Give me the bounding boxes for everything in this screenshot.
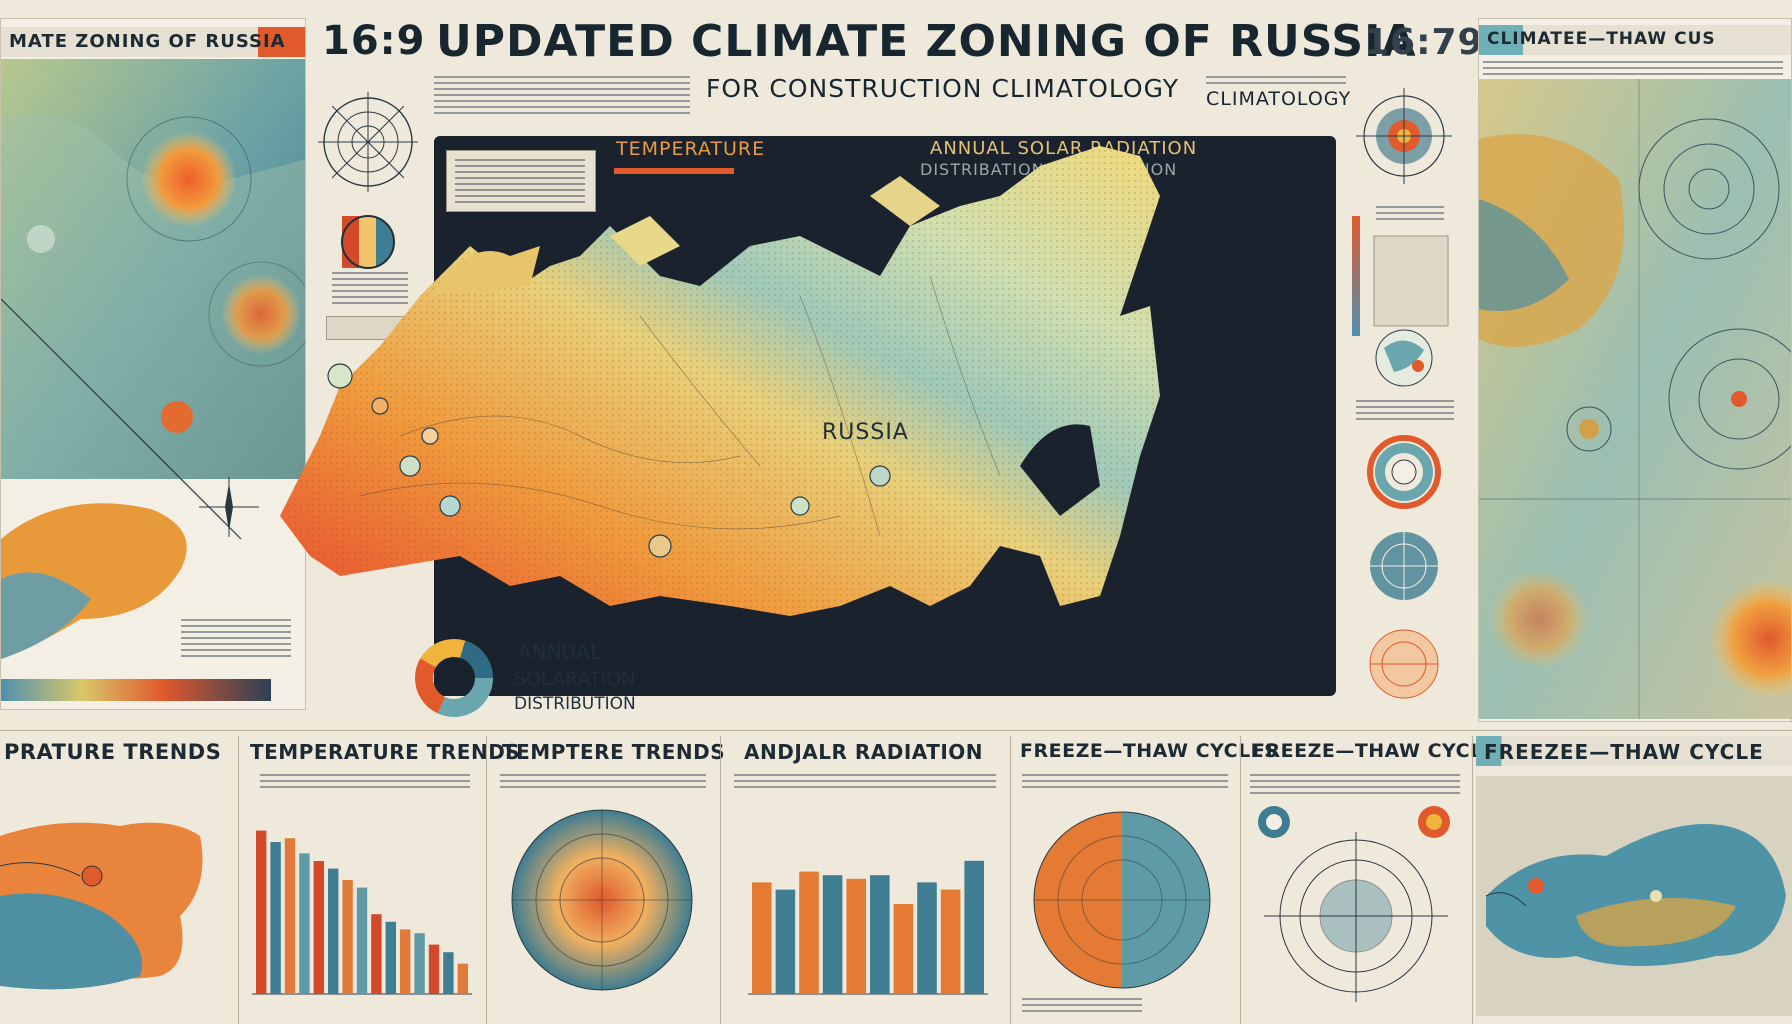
page-subtitle: FOR CONSTRUCTION CLIMATOLOGY bbox=[706, 74, 1179, 103]
bottom-title-5: FREEZE—THAW CYCLES bbox=[1020, 740, 1279, 762]
map-label-russia: RUSSIA bbox=[822, 420, 909, 445]
globe-icon bbox=[1375, 329, 1433, 387]
legend-solaration: SOLARATION bbox=[514, 668, 636, 690]
bottom-panel-2: TEMPERATURE TRENDS bbox=[242, 736, 520, 1024]
compass-rose-icon bbox=[199, 477, 259, 537]
climatology-tag: CLIMATOLOGY bbox=[1206, 88, 1352, 110]
right-panel-text bbox=[1483, 61, 1783, 81]
bar bbox=[775, 889, 796, 994]
bar-chart-radiation bbox=[748, 860, 988, 995]
ratio-left: 16:9 bbox=[322, 18, 426, 64]
bar bbox=[356, 887, 368, 994]
zone-markers bbox=[327, 363, 891, 558]
bar bbox=[917, 882, 937, 994]
sun-disc-icon bbox=[1369, 629, 1439, 699]
bottom-title-3: TEMPTERE TRENDS bbox=[502, 740, 726, 764]
bar bbox=[299, 853, 310, 994]
bar bbox=[270, 842, 281, 994]
bar bbox=[342, 880, 353, 994]
bottom-title-1: PRATURE TRENDS bbox=[4, 740, 222, 764]
bottom-panel-5: FREEZE—THAW CYCLES bbox=[1014, 736, 1278, 1024]
left-map-panel: MATE ZONING OF RUSSIA bbox=[0, 18, 306, 710]
intro-text-right bbox=[1206, 76, 1346, 86]
bar bbox=[328, 868, 339, 994]
sun-icon bbox=[1418, 806, 1450, 838]
bar bbox=[870, 875, 890, 994]
bar bbox=[400, 929, 411, 994]
gauge-icon bbox=[1367, 435, 1441, 509]
bottom-title-2: TEMPERATURE TRENDS bbox=[250, 740, 521, 764]
bar bbox=[752, 882, 772, 994]
bar bbox=[443, 952, 454, 994]
page-title: UPDATED CLIMATE ZONING OF RUSSIA bbox=[436, 16, 1417, 67]
bar bbox=[428, 944, 440, 994]
intro-text-left bbox=[434, 76, 690, 116]
bar bbox=[964, 860, 984, 994]
label-temperature: TEMPERATURE bbox=[616, 138, 766, 160]
bar bbox=[385, 921, 396, 994]
freeze-thaw-rings bbox=[1258, 806, 1450, 1002]
temperature-underline bbox=[614, 168, 734, 174]
solar-burst-icon bbox=[1356, 88, 1452, 184]
right-strip-text-2 bbox=[1356, 400, 1454, 420]
bottom-divider bbox=[0, 730, 1792, 731]
bottom-panel-3: TEMPTERE TRENDS bbox=[490, 736, 725, 1024]
left-caption-text bbox=[181, 619, 291, 659]
bar bbox=[457, 963, 468, 994]
bar bbox=[799, 871, 819, 994]
bottom-map-1 bbox=[0, 822, 203, 990]
left-panel-band: MATE ZONING OF RUSSIA bbox=[1, 27, 305, 57]
bar-chart-temperature bbox=[252, 830, 472, 995]
bar bbox=[371, 914, 382, 994]
radar-icon bbox=[1370, 532, 1438, 600]
bar bbox=[940, 889, 961, 994]
bottom-panel-7: FREEZEE—THAW CYCLE bbox=[1476, 736, 1792, 1024]
right-map-panel: CLIMATEE—THAW CUS bbox=[1478, 18, 1792, 722]
bar bbox=[284, 838, 296, 994]
bottom-title-6: FREEZE—THAW CYCLES bbox=[1252, 740, 1511, 762]
bottom-title-7: FREEZEE—THAW CYCLE bbox=[1476, 736, 1792, 766]
bottom-map-7 bbox=[1476, 776, 1792, 1016]
legend-distribution: DISTRIBUTION bbox=[514, 694, 636, 714]
radial-target-icon bbox=[318, 92, 418, 192]
russia-map bbox=[280, 146, 1160, 616]
legend-annual: ANNUAL bbox=[518, 640, 602, 664]
bar bbox=[313, 861, 324, 994]
bottom-title-4: ANDJALR RADIATION bbox=[744, 740, 984, 764]
right-strip-text-1 bbox=[1376, 206, 1444, 220]
bar bbox=[822, 875, 843, 994]
ratio-right: 16:79 bbox=[1364, 22, 1484, 63]
bottom-panel-6: FREEZE—THAW CYCLES bbox=[1244, 736, 1510, 1024]
solar-donut-icon bbox=[415, 639, 493, 717]
bar bbox=[414, 933, 425, 994]
freeze-thaw-pie bbox=[1033, 811, 1211, 989]
bar bbox=[256, 830, 267, 994]
right-map-graphic bbox=[1479, 79, 1791, 719]
snow-sun-icon bbox=[1258, 806, 1290, 838]
thermometer-icon bbox=[341, 215, 395, 269]
left-map-graphic bbox=[1, 59, 305, 701]
map-legend-box bbox=[446, 150, 596, 212]
bar bbox=[846, 878, 866, 994]
right-icon-strip bbox=[1352, 88, 1452, 699]
radial-temperature-chart bbox=[511, 809, 693, 991]
bar bbox=[893, 904, 914, 994]
left-strip-text bbox=[332, 272, 408, 306]
right-panel-band: CLIMATEE—THAW CUS bbox=[1479, 25, 1791, 55]
bottom-panel-1: PRATURE TRENDS bbox=[0, 736, 236, 1024]
left-icon-strip bbox=[318, 92, 418, 269]
bottom-panel-4: ANDJALR RADIATION bbox=[724, 736, 1006, 1024]
